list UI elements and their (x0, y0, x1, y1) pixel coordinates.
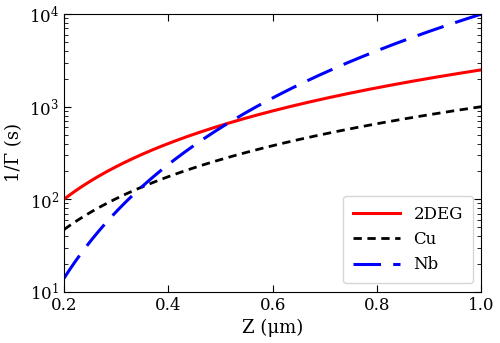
Nb (348, 59, 354, 63)
2DEG (386, 83, 392, 87)
2DEG (478, 68, 484, 72)
Cu (478, 105, 484, 109)
Nb (478, 12, 484, 16)
Cu (386, 119, 392, 123)
Nb (61, 276, 67, 280)
Cu (104, 201, 110, 205)
2DEG (245, 116, 251, 120)
Line: Cu: Cu (64, 107, 481, 229)
Legend: 2DEG, Cu, Nb: 2DEG, Cu, Nb (344, 196, 473, 283)
Cu (348, 127, 354, 131)
Cu (394, 118, 400, 122)
X-axis label: Z (μm): Z (μm) (242, 319, 303, 338)
Cu (230, 154, 235, 158)
2DEG (348, 91, 354, 95)
Line: 2DEG: 2DEG (64, 70, 481, 199)
Nb (394, 41, 400, 45)
2DEG (230, 120, 235, 124)
Nb (386, 44, 392, 48)
Y-axis label: 1/Γ (s): 1/Γ (s) (6, 123, 24, 182)
Nb (104, 220, 110, 224)
Cu (245, 150, 251, 154)
Line: Nb: Nb (64, 14, 481, 278)
Cu (61, 227, 67, 232)
2DEG (394, 82, 400, 86)
Nb (245, 109, 251, 114)
Nb (230, 118, 235, 122)
2DEG (61, 197, 67, 201)
2DEG (104, 170, 110, 174)
